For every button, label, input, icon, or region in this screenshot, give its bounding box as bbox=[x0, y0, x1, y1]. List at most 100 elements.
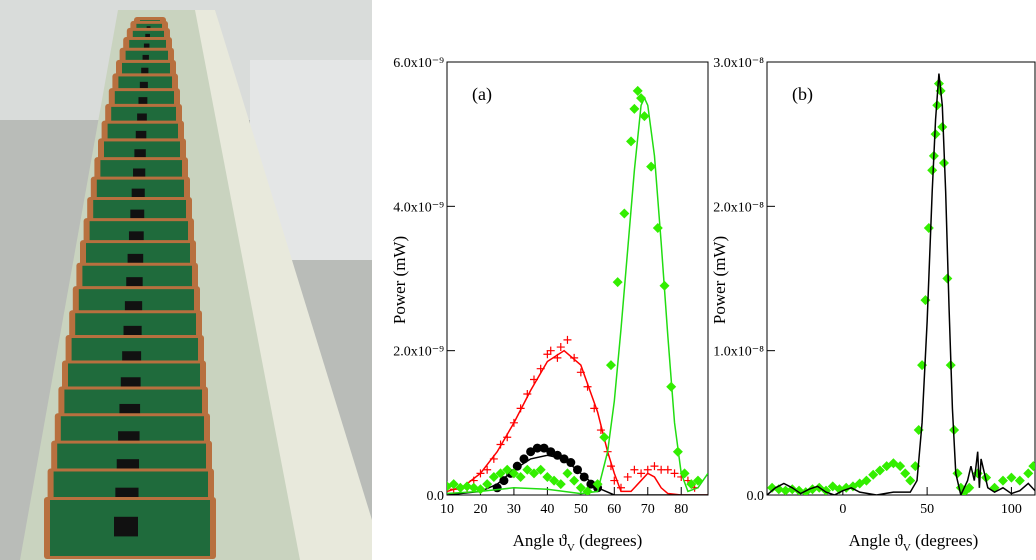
data-layer bbox=[767, 73, 1035, 495]
x-tick-label: 80 bbox=[674, 502, 688, 517]
diamond-marker bbox=[952, 468, 963, 479]
plot: 10 20 30 40 50 60 70 80 0.0 2.0x10⁻⁹ 4.0x10⁻⁹ 6.0x1… bbox=[390, 56, 709, 554]
x-tick-label: 0 bbox=[839, 502, 846, 517]
diamond-marker bbox=[679, 468, 690, 479]
curve bbox=[767, 73, 1035, 495]
circle-marker bbox=[559, 454, 569, 464]
diamond-marker bbox=[905, 475, 916, 486]
x-axis-title-part: V bbox=[567, 542, 575, 554]
diamond-marker bbox=[686, 479, 697, 490]
diamond-marker bbox=[475, 484, 486, 495]
diamond-marker bbox=[562, 468, 573, 479]
diamond-marker bbox=[767, 482, 778, 493]
cross-marker bbox=[596, 426, 605, 435]
chip bbox=[114, 516, 138, 537]
diamond-marker bbox=[515, 471, 526, 482]
circle-marker bbox=[586, 479, 596, 489]
cross-marker bbox=[570, 353, 579, 362]
diamond-marker bbox=[652, 222, 663, 233]
diamond-marker bbox=[874, 465, 885, 476]
cross-marker bbox=[610, 476, 619, 485]
diamond-marker bbox=[1023, 468, 1034, 479]
cross-marker bbox=[546, 346, 555, 355]
cross-marker bbox=[530, 375, 538, 384]
circle-marker bbox=[579, 472, 589, 482]
circle-marker bbox=[512, 461, 522, 471]
diamond-marker bbox=[462, 481, 473, 492]
diamond-marker bbox=[895, 461, 906, 472]
diamond-marker bbox=[629, 103, 640, 114]
x-axis-title: Angle ϑV (degrees) bbox=[849, 531, 979, 554]
x-axis-title-part: Angle ϑ bbox=[849, 531, 904, 550]
diamond-marker bbox=[672, 446, 683, 457]
x-axis-title: Angle ϑV (degrees) bbox=[513, 531, 643, 554]
y-tick-label: 2.0x10⁻⁸ bbox=[713, 200, 764, 215]
y-tick-label: 1.0x10⁻⁸ bbox=[713, 345, 764, 360]
cross-marker bbox=[509, 418, 518, 427]
cross-marker bbox=[650, 462, 659, 471]
cross-marker bbox=[590, 404, 599, 413]
x-tick-label: 100 bbox=[1001, 502, 1022, 517]
data-layer bbox=[447, 85, 708, 495]
diamond-marker bbox=[535, 464, 546, 475]
diamond-marker bbox=[502, 464, 513, 475]
diamond-marker bbox=[619, 208, 630, 219]
diamond-marker bbox=[636, 93, 647, 104]
diamond-marker bbox=[582, 486, 593, 495]
diamond-marker bbox=[923, 222, 934, 233]
cross-marker bbox=[657, 465, 666, 474]
chip bbox=[143, 43, 150, 48]
diamond-marker bbox=[639, 111, 650, 122]
y-axis-title: Power (mW) bbox=[390, 236, 409, 324]
chip bbox=[133, 168, 146, 179]
cross-marker bbox=[503, 433, 512, 442]
diamond-marker bbox=[555, 479, 566, 490]
diamond-marker bbox=[780, 485, 791, 495]
diamond-marker bbox=[508, 468, 519, 479]
cross-marker bbox=[583, 382, 592, 391]
diamond-marker bbox=[646, 161, 657, 172]
diamond-marker bbox=[612, 277, 623, 288]
y-tick-label: 4.0x10⁻⁹ bbox=[393, 200, 444, 215]
cross-marker bbox=[496, 440, 505, 449]
x-tick-label: 40 bbox=[540, 502, 554, 517]
chip bbox=[134, 149, 146, 159]
plot: 0 50 100 0.0 1.0x10⁻⁸ 2.0x10⁻⁸ 3.0x10⁻⁸ (b) Powe… bbox=[710, 56, 1036, 554]
curve bbox=[447, 96, 708, 495]
y-tick-label: 6.0x10⁻⁹ bbox=[393, 56, 444, 71]
chip bbox=[130, 209, 145, 221]
diamond-marker bbox=[569, 475, 580, 486]
circle-marker bbox=[546, 447, 556, 457]
cross-marker bbox=[563, 335, 572, 344]
diamond-marker bbox=[575, 482, 586, 493]
diamond-marker bbox=[495, 468, 506, 479]
x-axis-title-part: (degrees) bbox=[575, 531, 643, 550]
cross-marker bbox=[523, 389, 532, 398]
diamond-marker bbox=[468, 482, 479, 493]
cross-marker bbox=[643, 465, 652, 474]
x-axis-title-part: Angle ϑ bbox=[513, 531, 568, 550]
diamond-marker bbox=[997, 475, 1008, 486]
panel-label: (a) bbox=[472, 84, 492, 105]
cross-marker bbox=[637, 469, 646, 478]
chip bbox=[139, 81, 148, 89]
y-axis-title: Power (mW) bbox=[710, 236, 729, 324]
cross-marker bbox=[489, 454, 498, 463]
circle-marker bbox=[539, 443, 549, 453]
diamond-marker bbox=[632, 85, 643, 96]
rail bbox=[195, 10, 372, 560]
photo bbox=[0, 0, 372, 560]
diamond-marker bbox=[659, 280, 670, 291]
circle-marker bbox=[526, 447, 536, 457]
x-tick-label: 60 bbox=[607, 502, 621, 517]
diamond-marker bbox=[1006, 472, 1017, 483]
diamond-marker bbox=[861, 475, 872, 486]
y-tick-label: 2.0x10⁻⁹ bbox=[393, 345, 444, 360]
diamond-marker bbox=[549, 475, 560, 486]
cross-marker bbox=[476, 469, 485, 478]
panel-label: (b) bbox=[792, 84, 813, 105]
circle-marker bbox=[566, 458, 576, 468]
chip bbox=[131, 188, 145, 200]
cross-marker bbox=[543, 350, 552, 359]
